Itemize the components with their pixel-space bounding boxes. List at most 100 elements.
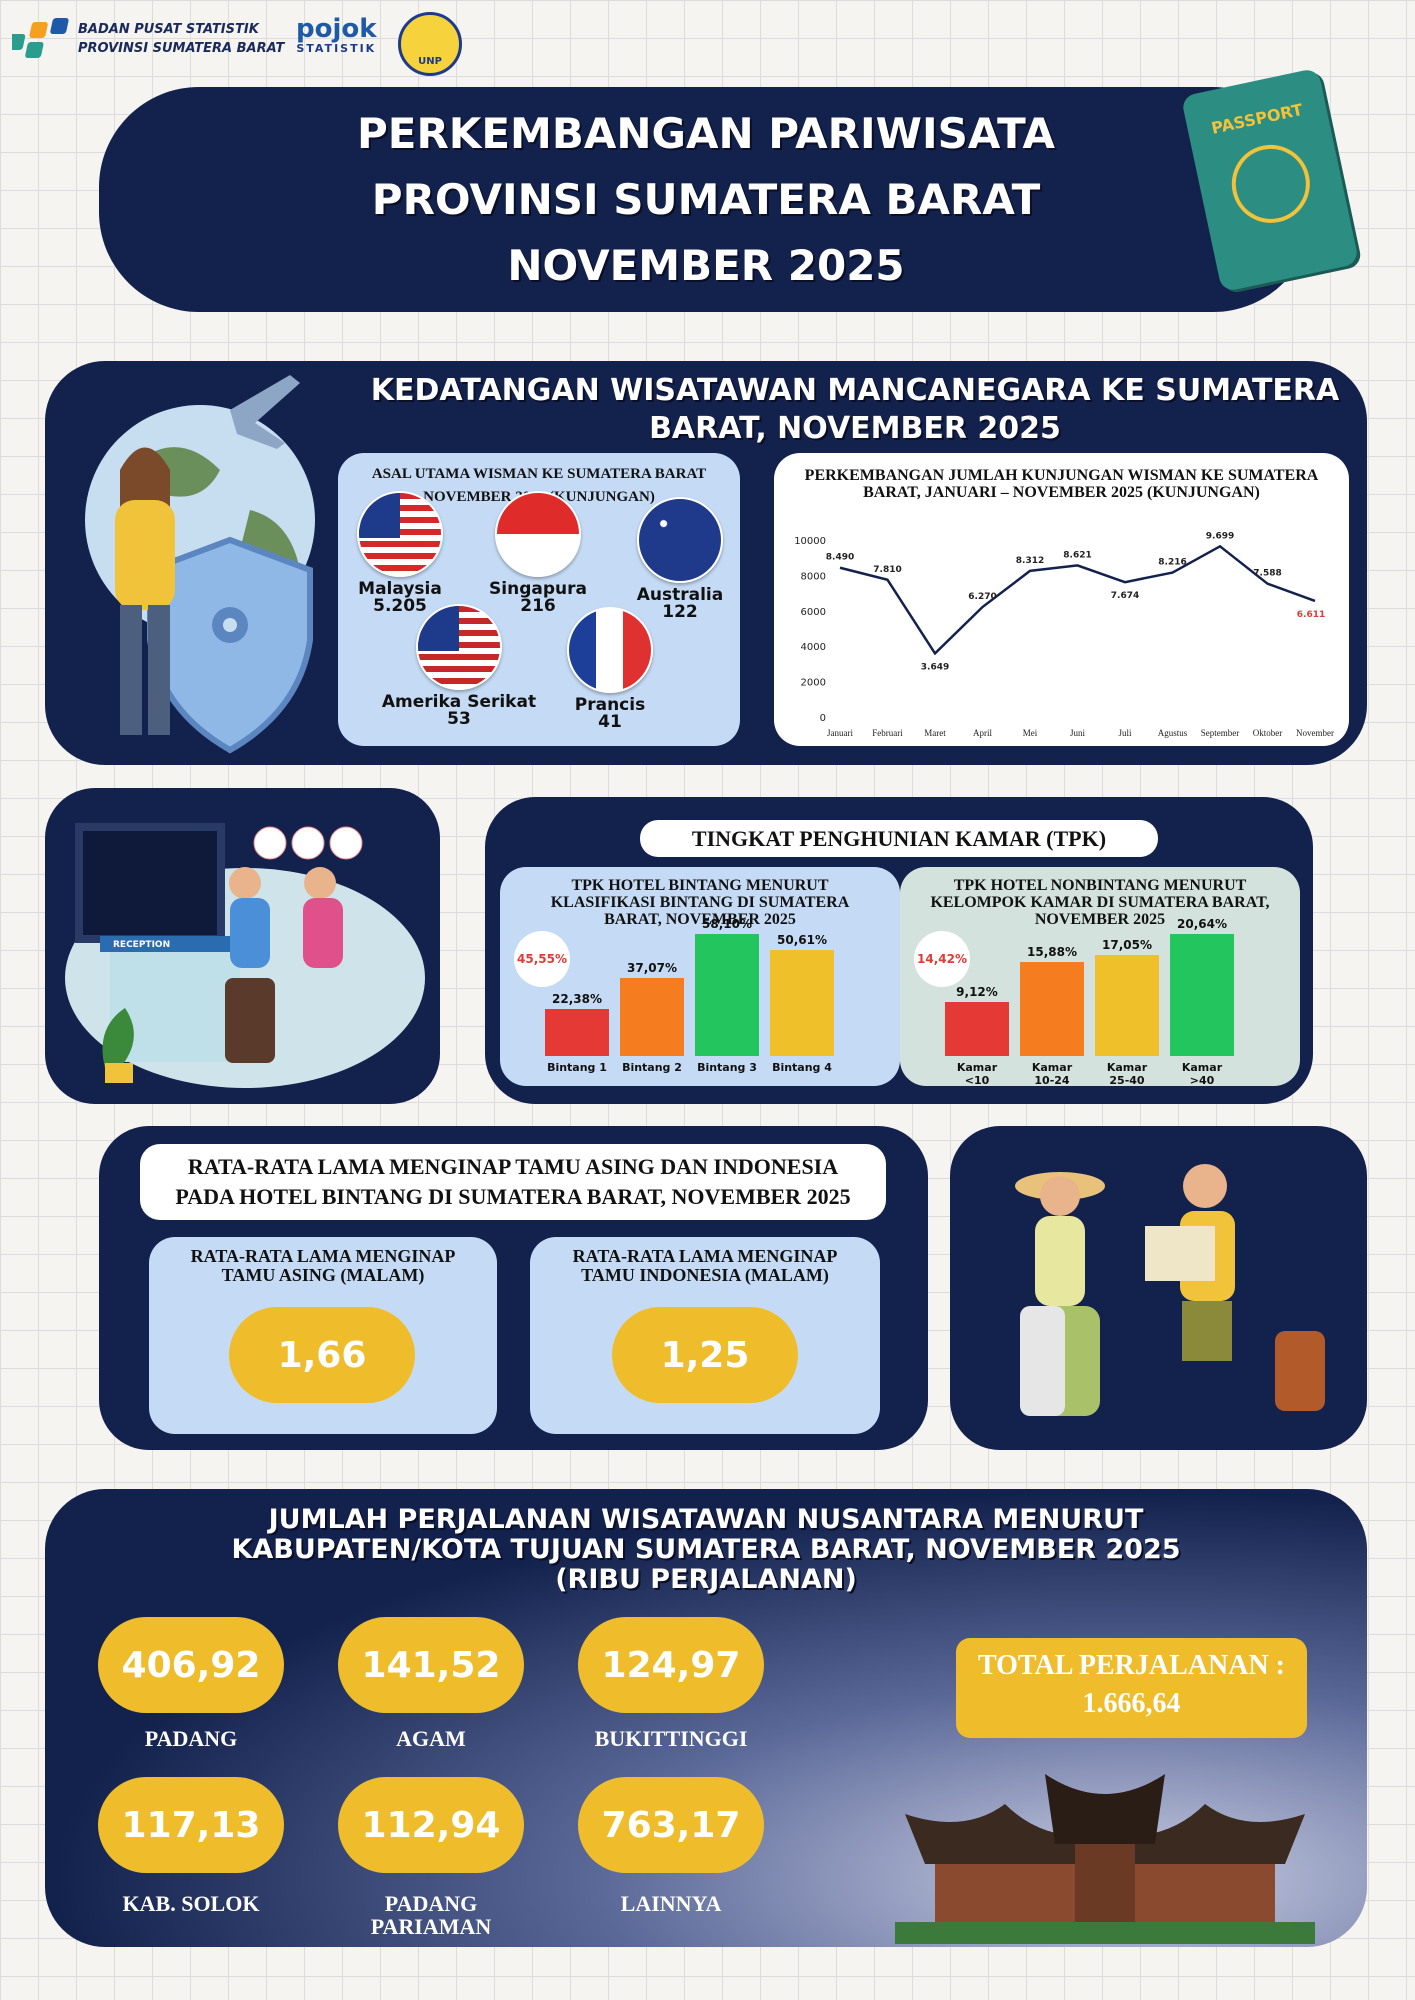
value-label: 8.312 [1016,556,1044,566]
trip-value: 763,17 [578,1777,764,1873]
wisman-title: KEDATANGAN WISATAWAN MANCANEGARA KE SUMA… [370,373,1340,446]
x-tick-label: November [1296,728,1334,738]
x-tick-label: Oktober [1253,728,1283,738]
origin-name: Australia [636,585,724,605]
stay-card: RATA-RATA LAMA MENGINAP TAMU INDONESIA (… [530,1237,880,1434]
flag [416,604,502,690]
value-label: 6.270 [968,592,996,602]
rumah-gadang [895,1774,1315,1944]
x-tick-label: Kamar 25-40 [1106,1061,1148,1087]
origin-value: 122 [662,602,698,622]
traveler-illustration [85,375,315,754]
region-name: PADANG PARIAMAN [370,1891,492,1939]
tourists-illustration-box [950,1126,1367,1450]
origin-name: Singapura [489,579,587,599]
x-tick-label: Bintang 4 [772,1061,832,1074]
flag [637,497,723,583]
total-label: 45,55% [517,952,567,966]
x-tick-label: Bintang 3 [697,1061,757,1074]
line-chart: 0 2000 4000 6000 8000 10000 Januari Februari Mar… [794,531,1334,738]
x-tick-label: Bintang 1 [547,1061,607,1074]
title-line: KABUPATEN/KOTA TUJUAN SUMATERA BARAT, NO… [231,1534,1181,1565]
bps-name: BADAN PUSAT STATISTIK PROVINSI SUMATERA … [78,20,284,58]
flag-canton [359,493,400,539]
y-tick-label: 10000 [794,536,826,547]
title-line: PERKEMBANGAN PARIWISATA [356,109,1055,158]
flag [567,607,653,693]
x-tick-label: Januari [827,728,853,738]
region-name: KAB. SOLOK [122,1891,260,1916]
value-label: 8.216 [1158,558,1186,568]
bar [695,934,759,1056]
origin-value: 41 [598,712,622,732]
x-tick-label: Juni [1070,728,1086,738]
stay-card: RATA-RATA LAMA MENGINAP TAMU ASING (MALA… [149,1237,497,1434]
nusantara-title: JUMLAH PERJALANAN WISATAWAN NUSANTARA ME… [45,1505,1367,1595]
origin-name: Malaysia [358,579,442,599]
trip-value: 112,94 [338,1777,524,1873]
value-label: 8.490 [826,553,854,563]
org-line: PROVINSI SUMATERA BARAT [78,41,285,56]
x-tick-label: Kamar 10-24 [1031,1061,1073,1087]
flag-canton [418,606,459,652]
value-label: 22,38% [552,992,602,1006]
title-box: PERKEMBANGAN PARIWISATA PROVINSI SUMATER… [99,87,1313,312]
unp-text: UNP [418,56,442,67]
trip-value: 124,97 [578,1617,764,1713]
tourists-illustration [1015,1164,1325,1416]
value-label: 8.621 [1063,550,1091,560]
bar [770,949,834,1056]
y-tick-label: 0 [820,713,826,724]
title-line: NOVEMBER 2025 [507,241,905,290]
region-name: BUKITTINGGI [594,1726,748,1751]
line-chart-box: PERKEMBANGAN JUMLAH KUNJUNGAN WISMAN KE … [774,453,1349,746]
origin-name: Amerika Serikat [381,692,537,712]
bar [1020,962,1084,1056]
trip-value: 141,52 [338,1617,524,1713]
value-label: 37,07% [627,961,677,976]
unp-logo: UNP [398,12,462,76]
line-chart-title: PERKEMBANGAN JUMLAH KUNJUNGAN WISMAN KE … [804,467,1319,501]
x-tick-label: Bintang 2 [622,1061,682,1074]
bar-chart-box: TPK HOTEL BINTANG MENURUT KLASIFIKASI BI… [500,867,900,1086]
bar-chart-box: TPK HOTEL NONBINTANG MENURUT KELOMPOK KA… [900,867,1300,1087]
stay-label: RATA-RATA LAMA MENGINAP TAMU INDONESIA (… [572,1246,838,1285]
value-label: 7.674 [1111,591,1139,601]
region-name: PADANG [144,1726,238,1751]
tpk-title: TINGKAT PENGHUNIAN KAMAR (TPK) [640,820,1158,857]
total-box: TOTAL PERJALANAN : 1.666,64 [956,1638,1307,1738]
reception-text: RECEPTION [113,940,171,950]
value-label: 3.649 [921,662,949,672]
x-tick-label: Februari [872,728,903,738]
trip-value: 117,13 [98,1777,284,1873]
title-line: JUMLAH PERJALANAN WISATAWAN NUSANTARA ME… [268,1504,1144,1535]
origin-item: Australia 122 [600,497,760,621]
region-name: LAINNYA [620,1891,722,1916]
trip-value: 406,92 [98,1617,284,1713]
total-badge: 45,55% [514,931,570,987]
origin-item: Amerika Serikat 53 [379,604,539,728]
x-tick-label: Juli [1118,728,1132,738]
y-tick-label: 2000 [801,678,826,689]
origin-value: 5.205 [373,596,427,616]
value-label: 9,12% [956,985,998,1000]
value-label: 7.588 [1253,569,1281,579]
stay-title: RATA-RATA LAMA MENGINAP TAMU ASING DAN I… [140,1144,886,1220]
bar [1170,934,1234,1056]
value-label: 58,10% [702,917,752,931]
origin-item: Prancis 41 [530,607,690,731]
value-label: 6.611 [1297,610,1325,620]
stay-value: 1,66 [229,1307,415,1403]
pojok-text: pojok [296,14,377,44]
origin-item: Singapura 216 [458,491,618,615]
stay-section: RATA-RATA LAMA MENGINAP TAMU ASING DAN I… [99,1126,928,1450]
total-label: TOTAL PERJALANAN : [977,1650,1285,1681]
value-label: 20,64% [1177,917,1227,931]
origin-value: 216 [520,596,556,616]
flag [495,491,581,577]
passport-text: PASSPORT [1209,99,1305,138]
line [839,544,1316,656]
value-label: 7.810 [873,565,901,575]
bar [1095,955,1159,1056]
